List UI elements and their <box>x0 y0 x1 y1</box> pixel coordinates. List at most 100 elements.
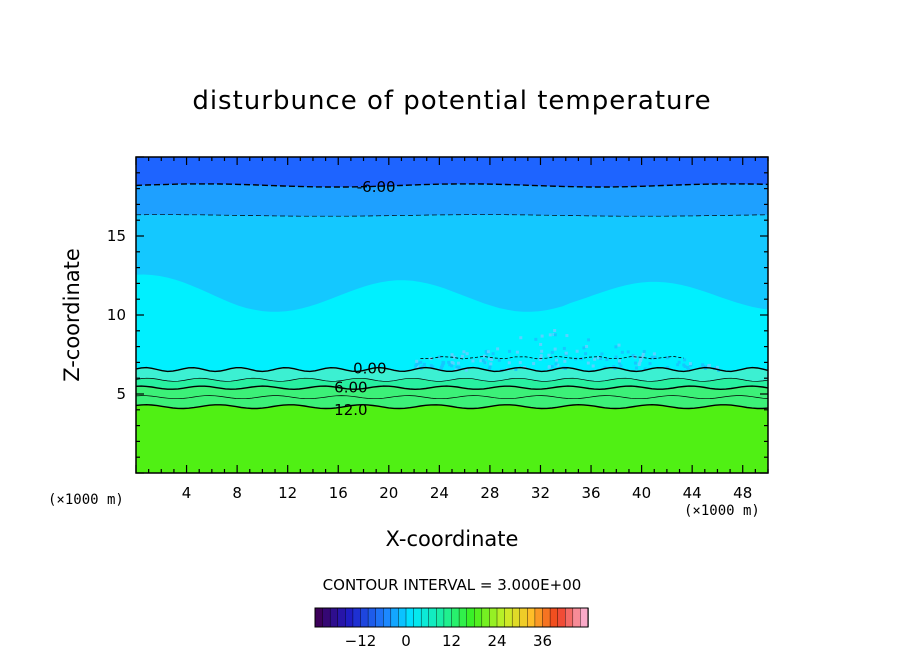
x-axis-label: X-coordinate <box>385 527 519 551</box>
colorbar-cell <box>504 607 513 628</box>
x-tick-label: 36 <box>581 484 600 502</box>
turbulence-speck <box>540 349 544 353</box>
turbulence-speck <box>614 345 618 349</box>
turbulence-speck <box>585 344 589 348</box>
colorbar-cell <box>458 607 468 628</box>
x-tick-label: 32 <box>531 484 550 502</box>
colorbar-cell <box>314 607 324 628</box>
turbulence-speck <box>642 349 646 353</box>
colorbar-cell <box>481 607 491 628</box>
contour-0 <box>135 366 769 373</box>
turbulence-speck <box>603 366 607 370</box>
turbulence-speck <box>507 361 511 365</box>
turbulence-speck <box>586 361 590 365</box>
colorbar-cell <box>420 607 430 628</box>
turbulence-speck <box>707 364 711 368</box>
colorbar-cell <box>489 607 498 628</box>
colorbar-cell <box>519 607 529 628</box>
turbulence-speck <box>626 350 630 354</box>
turbulence-speck <box>631 354 635 358</box>
turbulence-speck <box>488 365 492 369</box>
turbulence-speck <box>416 365 420 369</box>
turbulence-speck <box>565 334 569 338</box>
colorbar-cell <box>496 607 506 628</box>
colorbar-cell <box>527 607 536 628</box>
turbulence-speck <box>514 367 518 371</box>
turbulence-speck <box>448 363 452 367</box>
band-12 <box>136 404 768 473</box>
y-tick-label: 10 <box>107 306 126 324</box>
contour-label: -6.00 <box>357 178 396 196</box>
turbulence-speck <box>547 353 551 357</box>
turbulence-speck <box>450 364 454 368</box>
colorbar-tick-label: −12 <box>345 632 377 650</box>
turbulence-speck <box>639 357 643 361</box>
turbulence-speck <box>640 355 644 359</box>
turbulence-speck <box>415 359 419 363</box>
turbulence-speck <box>421 365 425 369</box>
colorbar-cell <box>534 607 544 628</box>
x-tick-label: 16 <box>329 484 348 502</box>
turbulence-speck <box>539 342 543 346</box>
turbulence-speck <box>638 361 642 365</box>
contour-minus6 <box>135 183 769 188</box>
turbulence-speck <box>491 352 495 356</box>
turbulence-speck <box>591 364 595 368</box>
turbulence-speck <box>596 356 600 360</box>
contour-minus3 <box>135 214 769 217</box>
turbulence-speck <box>614 355 618 359</box>
colorbar-cell <box>360 607 369 628</box>
turbulence-speck <box>555 358 559 362</box>
turbulence-speck <box>415 363 419 367</box>
turbulence-speck <box>687 367 691 371</box>
x-tick-label: 40 <box>632 484 651 502</box>
turbulence-speck <box>641 352 645 356</box>
turbulence-speck <box>701 363 705 367</box>
turbulence-speck <box>484 350 488 354</box>
x-unit-label-right: (×1000 m) <box>684 503 760 519</box>
contour-labels: -6.00 0.006.00 12.0 <box>334 178 396 419</box>
x-tick-label: 8 <box>232 484 242 502</box>
turbulence-speck <box>620 350 624 354</box>
colorbar-tick-label: 24 <box>487 632 506 650</box>
colorbar-frame <box>314 607 589 628</box>
turbulence-speck <box>450 353 454 357</box>
turbulence-speck <box>489 362 493 366</box>
turbulence-speck <box>496 347 500 351</box>
colorbar-cell <box>405 607 415 628</box>
turbulence-speck <box>431 365 435 369</box>
x-tick-label: 12 <box>278 484 297 502</box>
x-tick-label: 24 <box>430 484 449 502</box>
contour-label: 0.00 <box>353 360 386 378</box>
turbulence-speck <box>617 361 621 365</box>
colorbar-cell <box>428 607 438 628</box>
turbulence-speck <box>688 362 692 366</box>
turbulence-speck <box>540 334 544 338</box>
turbulence-speck <box>518 361 522 365</box>
turbulence-speck <box>685 366 689 370</box>
turbulence-speck <box>447 360 451 364</box>
colorbar-cell <box>549 607 559 628</box>
turbulence-speck <box>677 360 681 364</box>
turbulence-speck <box>599 357 603 361</box>
turbulence-speck <box>486 350 490 354</box>
colorbar-cell <box>322 607 331 628</box>
turbulence-speck <box>683 364 687 368</box>
turbulence-speck <box>556 363 560 367</box>
turbulence-speck <box>553 347 557 351</box>
colorbar: −12 0 12 24 36 <box>314 607 589 650</box>
x-tick-label: 48 <box>733 484 752 502</box>
field-bands <box>136 157 768 473</box>
colorbar-cell <box>337 607 347 628</box>
turbulence-speck <box>419 360 423 364</box>
turbulence-speck <box>462 350 466 354</box>
colorbar-cell <box>443 607 453 628</box>
turbulence-speck <box>584 352 588 356</box>
x-tick-label: 4 <box>182 484 192 502</box>
colorbar-cell <box>511 607 521 628</box>
turbulence-speck <box>438 355 442 359</box>
turbulence-speck <box>553 328 557 332</box>
turbulence-speck <box>653 356 657 360</box>
turbulence-speck <box>451 361 455 365</box>
turbulence-speck <box>490 358 494 362</box>
